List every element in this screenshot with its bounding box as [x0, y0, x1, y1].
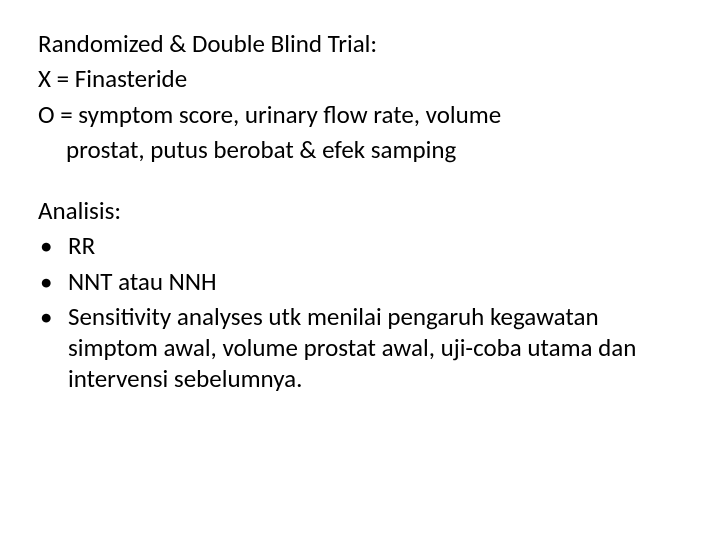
bullet-item: • NNT atau NNH [38, 266, 670, 297]
bullet-dot-icon: • [38, 230, 68, 261]
bullet-text: Sensitivity analyses utk menilai pengaru… [68, 301, 670, 395]
trial-line-3b: prostat, putus berobat & efek samping [38, 134, 670, 165]
bullet-item: • RR [38, 230, 670, 261]
trial-line-3a: O = symptom score, urinary flow rate, vo… [38, 99, 670, 130]
analysis-heading: Analisis: [38, 195, 670, 226]
bullet-dot-icon: • [38, 301, 68, 332]
bullet-text: NNT atau NNH [68, 266, 670, 297]
slide-body: Randomized & Double Blind Trial: X = Fin… [0, 0, 720, 540]
trial-line-2: X = Finasteride [38, 63, 670, 94]
bullet-dot-icon: • [38, 266, 68, 297]
bullet-text: RR [68, 230, 670, 261]
bullet-item: • Sensitivity analyses utk menilai penga… [38, 301, 670, 395]
spacer [38, 169, 670, 195]
trial-line-1: Randomized & Double Blind Trial: [38, 28, 670, 59]
